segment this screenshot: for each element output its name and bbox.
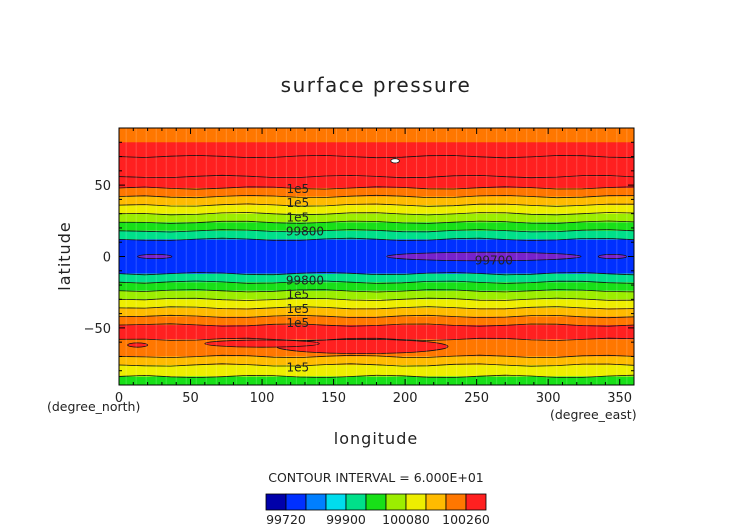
contour-band xyxy=(119,187,634,197)
contour-line xyxy=(119,323,634,327)
contour-line xyxy=(119,229,634,233)
contour-label: 99700 xyxy=(475,253,513,267)
contour-band xyxy=(119,356,634,366)
contour-band xyxy=(119,365,634,377)
contour-band xyxy=(119,205,634,214)
y-tick-label: 50 xyxy=(94,179,111,194)
x-tick-label: 0 xyxy=(115,391,123,406)
contour-line xyxy=(119,280,634,284)
colorbar-swatch xyxy=(285,493,307,511)
contour-band xyxy=(119,176,634,188)
contour-line xyxy=(119,314,634,319)
colorbar-swatch xyxy=(385,493,407,511)
contour-line xyxy=(119,174,634,179)
x-axis: 0 50 100 150 200 250 300 350 xyxy=(115,128,632,406)
contour-line xyxy=(119,297,634,301)
y-unit-label: (degree_north) xyxy=(47,399,140,414)
contour-cell xyxy=(204,339,320,348)
y-tick-label: 0 xyxy=(103,251,111,266)
contour-line xyxy=(119,237,634,241)
chart-title: surface pressure xyxy=(281,73,472,97)
contour-line xyxy=(119,354,634,359)
contour-band xyxy=(119,299,634,308)
contour-band xyxy=(119,290,634,300)
contour-band xyxy=(119,282,634,291)
contour-band xyxy=(119,222,634,231)
contour-label: 1e5 xyxy=(286,360,309,374)
colorbar-swatch xyxy=(265,493,287,511)
contour-band xyxy=(119,316,634,326)
x-tick-label: 50 xyxy=(182,391,199,406)
y-axis-title: latitude xyxy=(55,221,74,290)
contour-line xyxy=(119,186,634,190)
contour-line xyxy=(119,363,634,367)
colorbar-swatch xyxy=(305,493,327,511)
contour-label: 99800 xyxy=(286,273,324,287)
contour-cell xyxy=(127,342,149,348)
contour-band xyxy=(119,142,634,177)
contour-label: 1e5 xyxy=(286,182,309,196)
colorbar-swatch xyxy=(465,493,487,511)
x-tick-label: 350 xyxy=(607,391,632,406)
colorbar-label: 99720 xyxy=(266,512,306,527)
contour-line xyxy=(119,203,634,207)
colorbar-label: 100080 xyxy=(382,512,430,527)
contour-band xyxy=(119,213,634,223)
x-tick-label: 250 xyxy=(464,391,489,406)
contour-line xyxy=(119,374,634,379)
contour-band xyxy=(119,230,634,240)
contour-cell xyxy=(137,253,173,260)
colorbar-label: 100260 xyxy=(442,512,490,527)
contour-cell xyxy=(386,251,582,262)
contour-label: 1e5 xyxy=(286,316,309,330)
contour-label: 1e5 xyxy=(286,288,309,302)
contour-interval-text: CONTOUR INTERVAL = 6.000E+01 xyxy=(268,470,484,485)
contour-label: 1e5 xyxy=(286,210,309,224)
contour-band xyxy=(119,376,634,385)
contour-line xyxy=(119,212,634,216)
contour-label: 1e5 xyxy=(286,196,309,210)
colorbar-swatch xyxy=(345,493,367,511)
contour-band xyxy=(119,273,634,283)
contour-cell xyxy=(390,158,400,164)
x-axis-title: longitude xyxy=(334,429,418,448)
contour-band xyxy=(119,196,634,206)
contour-line xyxy=(119,154,634,159)
colorbar-swatch xyxy=(365,493,387,511)
contour-band xyxy=(119,307,634,317)
y-tick-label: −50 xyxy=(84,322,111,337)
contour-line xyxy=(119,306,634,310)
contour-label: 99800 xyxy=(286,225,324,239)
contour-line xyxy=(119,271,634,276)
contour-cell xyxy=(597,253,628,260)
colorbar-swatch xyxy=(425,493,447,511)
y-axis: 50 0 −50 xyxy=(84,141,634,372)
contour-band xyxy=(119,325,634,340)
x-unit-label: (degree_east) xyxy=(550,407,637,422)
x-tick-label: 100 xyxy=(250,391,275,406)
colorbar-swatch xyxy=(445,493,467,511)
x-tick-label: 300 xyxy=(536,391,561,406)
colorbar-label: 99900 xyxy=(326,512,366,527)
contour-line xyxy=(119,194,634,199)
contour-line xyxy=(119,289,634,293)
colorbar-swatch xyxy=(405,493,427,511)
contour-label: 1e5 xyxy=(286,302,309,316)
contour-line xyxy=(119,220,634,224)
x-tick-label: 200 xyxy=(393,391,418,406)
x-tick-label: 150 xyxy=(321,391,346,406)
colorbar: 99720 99900 100080 100260 xyxy=(265,493,490,527)
contour-line xyxy=(119,337,634,341)
colorbar-swatch xyxy=(325,493,347,511)
